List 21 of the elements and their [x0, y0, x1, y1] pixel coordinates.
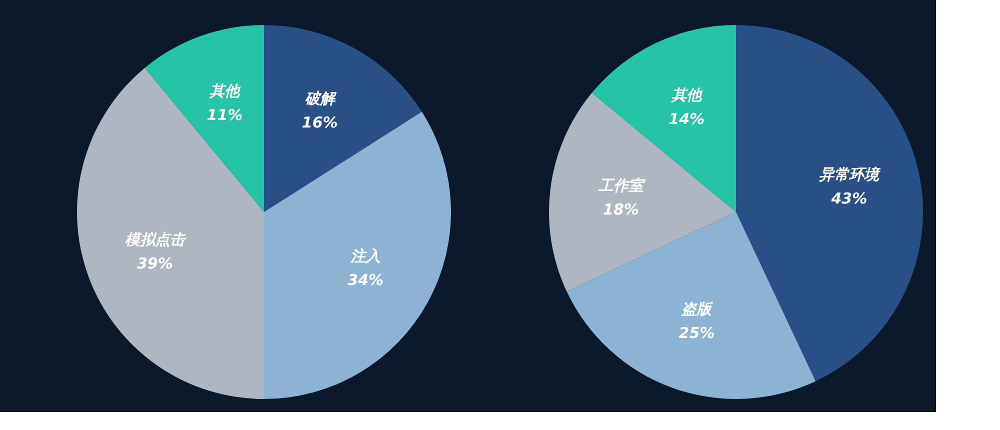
slice-label: 异常环境 — [818, 166, 882, 184]
pie-slice — [264, 25, 422, 212]
data-label: 16% — [302, 113, 338, 132]
slice-label: 破解 — [304, 89, 337, 108]
data-label: 18% — [603, 200, 639, 218]
pie-slice — [736, 25, 923, 382]
slice-label: 注入 — [350, 246, 381, 265]
slice-label: 模拟点击 — [124, 230, 187, 248]
slice-label: 盗版 — [680, 300, 714, 318]
pie-slice — [264, 112, 451, 399]
data-label: 14% — [668, 110, 705, 128]
pie-slice — [77, 68, 264, 399]
data-label: 11% — [206, 106, 243, 124]
data-label: 39% — [136, 254, 173, 272]
data-label: 43% — [830, 190, 868, 208]
data-label: 34% — [348, 270, 384, 289]
pie-slice — [144, 25, 264, 212]
slice-label: 其他 — [208, 82, 242, 100]
slice-label: 工作室 — [597, 176, 646, 194]
data-label: 25% — [678, 324, 715, 342]
slice-label: 其他 — [670, 86, 704, 104]
